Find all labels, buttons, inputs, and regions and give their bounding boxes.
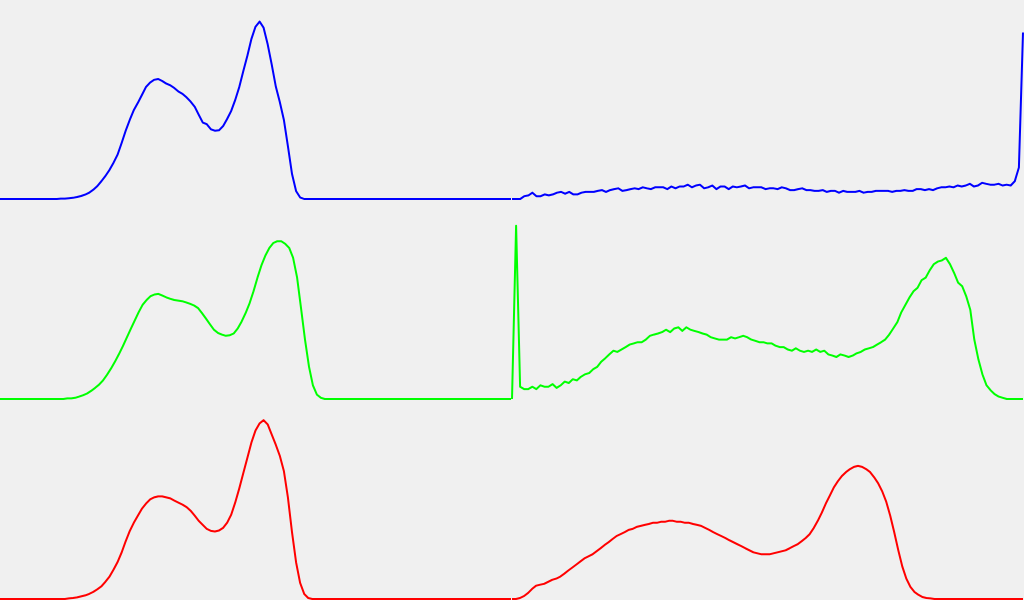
blue-hist-right-line (512, 32, 1024, 200)
red-hist-right-line (512, 464, 1023, 600)
green-hist-right-line (511, 224, 1023, 400)
green-hist-left-line (0, 240, 511, 400)
blue-hist-left-line (0, 20, 511, 200)
red-hist-left-line (0, 419, 511, 600)
